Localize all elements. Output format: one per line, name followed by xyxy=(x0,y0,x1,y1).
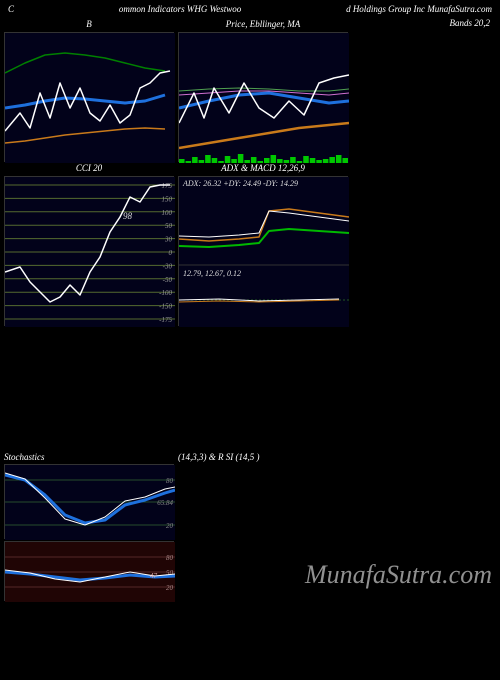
panel-price: Price, Ebllinger, MA xyxy=(178,32,348,162)
svg-text:65.84: 65.84 xyxy=(157,499,173,507)
chart-cci: 175 150 100 50 30 0 -30 -50 -100 -150 -175 98 xyxy=(5,177,175,327)
panel-stoch-title: Stochastics xyxy=(4,452,174,462)
svg-text:30: 30 xyxy=(164,236,173,244)
svg-text:-30: -30 xyxy=(163,262,173,270)
panel-cci: CCI 20 17515010050300-30-50-100-150-1759… xyxy=(4,176,174,326)
chart-price xyxy=(179,33,349,163)
panel-bb-title: B xyxy=(5,19,173,29)
panel-cci-title: CCI 20 xyxy=(5,163,173,173)
chart-adx xyxy=(179,177,349,327)
panel-bb-right-title: Bands 20,2 xyxy=(352,18,496,162)
panel-adx-title: ADX & MACD 12,26,9 xyxy=(179,163,347,173)
svg-text:20: 20 xyxy=(166,522,174,530)
svg-text:175: 175 xyxy=(162,182,173,190)
svg-text:-50: -50 xyxy=(163,276,173,284)
svg-text:80: 80 xyxy=(166,477,174,485)
chart-stoch: 80 65.84 20 xyxy=(5,465,175,540)
svg-text:47: 47 xyxy=(150,572,158,580)
adx-label: ADX: 26.32 +DY: 24.49 -DY: 14.29 xyxy=(183,179,298,188)
header-left: C xyxy=(8,4,14,14)
svg-text:0: 0 xyxy=(169,249,173,257)
svg-text:80: 80 xyxy=(166,554,174,562)
svg-text:-150: -150 xyxy=(159,303,172,311)
panel-bb: B xyxy=(4,32,174,162)
chart-rsi: 80502047 xyxy=(5,542,175,602)
svg-text:150: 150 xyxy=(162,195,173,203)
header-right: d Holdings Group Inc MunafaSutra.com xyxy=(346,4,492,14)
panel-adx: ADX & MACD 12,26,9 ADX: 26.32 +DY: 24.49… xyxy=(178,176,348,326)
svg-text:98: 98 xyxy=(123,211,133,221)
svg-text:-100: -100 xyxy=(159,289,172,297)
panel-stoch-right-title: (14,3,3) & R SI (14,5 ) xyxy=(178,452,496,462)
svg-text:100: 100 xyxy=(162,209,173,217)
svg-text:-175: -175 xyxy=(159,316,172,324)
svg-text:20: 20 xyxy=(166,584,174,592)
panel-stoch: 80 65.84 20 xyxy=(4,464,174,539)
chart-bb xyxy=(5,33,175,163)
panel-rsi: 80502047 xyxy=(4,541,174,601)
macd-label: 12.79, 12.67, 0.12 xyxy=(183,269,241,278)
header-center: ommon Indicators WHG Westwoo xyxy=(119,4,241,14)
panel-price-title: Price, Ebllinger, MA xyxy=(179,19,347,29)
page-header: C ommon Indicators WHG Westwoo d Holding… xyxy=(0,0,500,18)
svg-text:50: 50 xyxy=(165,222,173,230)
watermark: MunafaSutra.com xyxy=(305,560,492,590)
